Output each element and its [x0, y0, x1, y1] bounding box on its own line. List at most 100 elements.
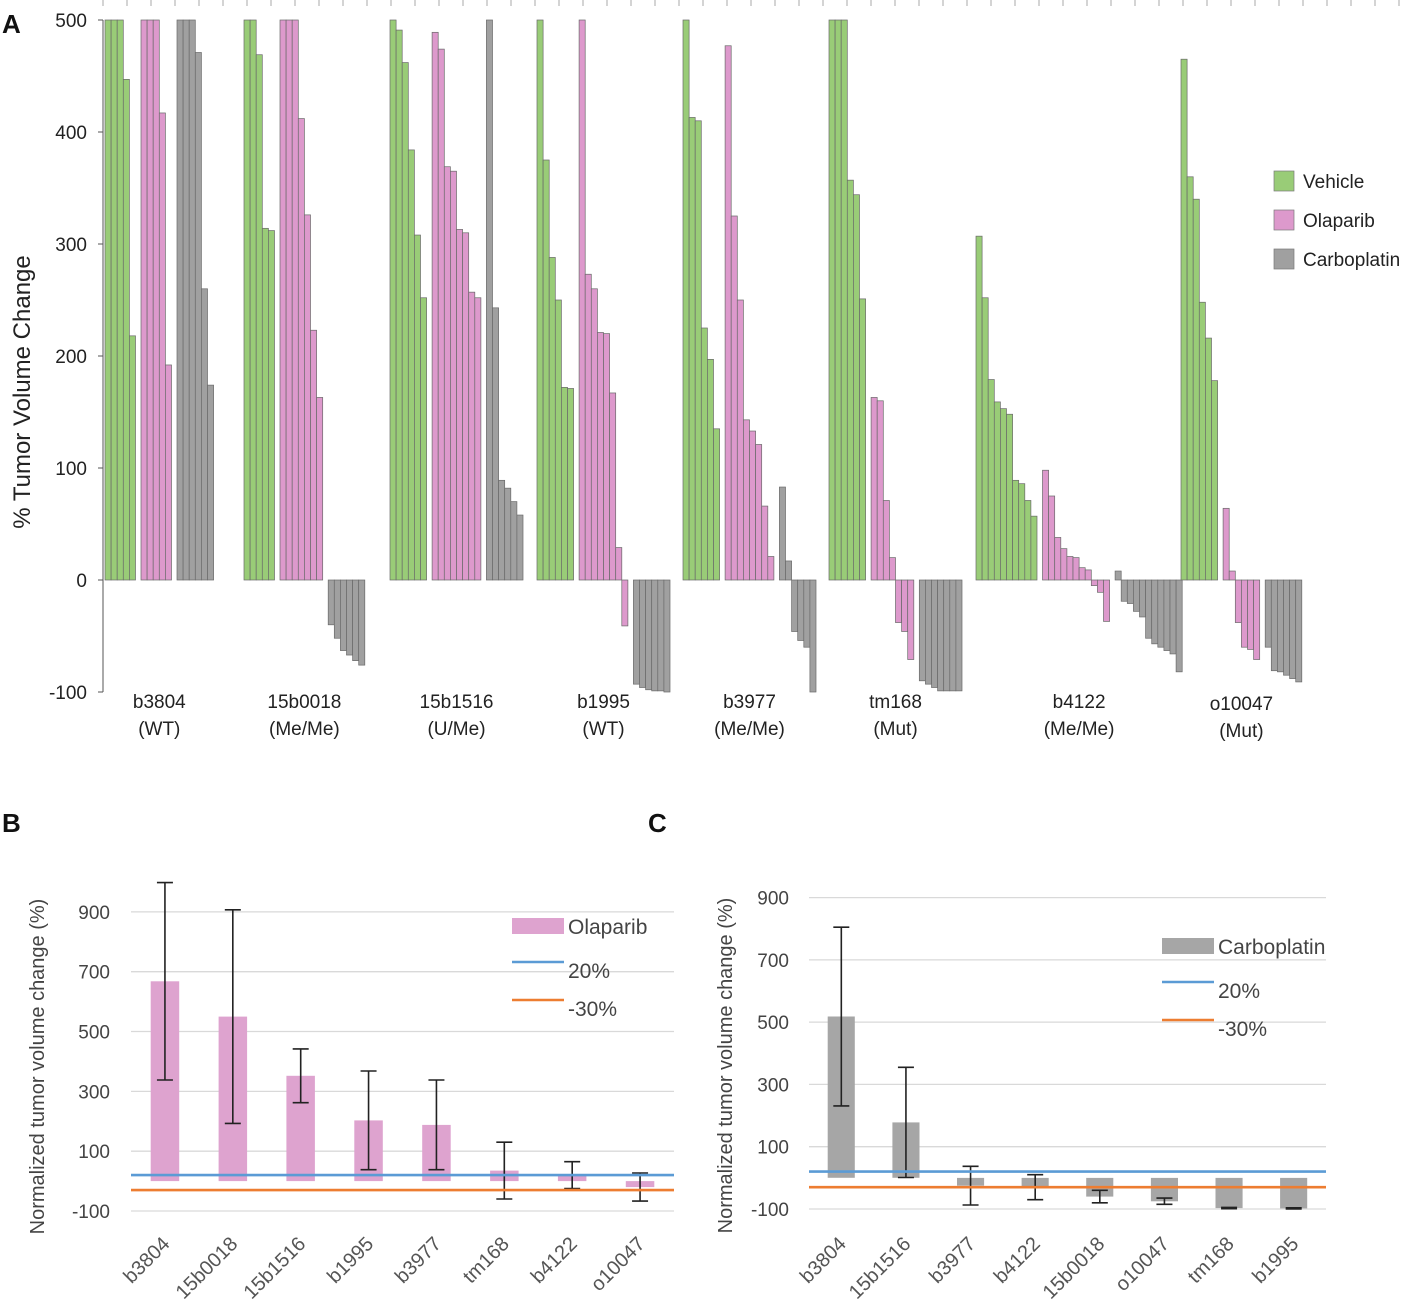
chart-a-group-label: b4122 [1053, 692, 1106, 713]
bar-b3804-vehicle-3 [116, 19, 124, 581]
chart-a-group-genotype: (WT) [582, 719, 624, 740]
bar-o10047-olaparib-5 [1247, 579, 1254, 650]
bar-b3977-olaparib-2 [730, 215, 738, 581]
bar-tm168-vehicle-3 [840, 19, 848, 581]
bar-tm168-carboplatin-7 [955, 579, 963, 692]
bar-b3977-carboplatin-3 [791, 579, 799, 632]
bar-b3977-carboplatin-1 [779, 486, 786, 581]
bar-15b0018-vehicle-5 [268, 230, 275, 581]
bar-b4122-vehicle-9 [1024, 500, 1032, 581]
legend-swatch-carboplatin [1162, 938, 1214, 954]
bar-b3804-carboplatin-6 [207, 384, 214, 581]
bar-tm168-olaparib-3 [882, 500, 890, 581]
chart-a-group-label: b3804 [133, 692, 186, 713]
bar-o10047-vehicle-1 [1180, 58, 1188, 581]
bar-o10047-olaparib-3 [1234, 579, 1242, 623]
x-tick-label-b3977: b3977 [925, 1233, 980, 1288]
bar-b4122-vehicle-4 [993, 401, 1001, 581]
x-tick-label-15b1516: 15b1516 [845, 1233, 916, 1302]
bar-b3804-vehicle-5 [129, 335, 136, 581]
chart-a-group-label: tm168 [869, 692, 922, 713]
bar-15b0018-carboplatin-4 [346, 579, 353, 656]
legend-label-olaparib: Olaparib [1303, 211, 1375, 232]
chart-a-group-label: o10047 [1210, 694, 1273, 715]
bar-tm168-vehicle-5 [853, 194, 860, 581]
bar-15b0018-carboplatin-6 [358, 579, 366, 666]
x-tick-label-15b0018: 15b0018 [1039, 1233, 1110, 1302]
bar-b3804-olaparib-1 [140, 19, 148, 581]
bar-15b1516-vehicle-2 [395, 29, 403, 581]
bar-b3977-vehicle-2 [688, 117, 696, 581]
x-tick-label-tm168: tm168 [1184, 1233, 1239, 1288]
bar-b4122-olaparib-5 [1066, 556, 1074, 581]
bar-b3977-carboplatin-5 [803, 579, 811, 648]
bar-b4122-carboplatin-6 [1145, 579, 1153, 639]
bar-15b1516-olaparib-4 [450, 170, 457, 581]
chart-a-group-label: b1995 [577, 692, 630, 713]
bar-15b0018-olaparib-3 [291, 19, 299, 581]
chart-a-y-tick-label: 100 [55, 459, 87, 480]
x-tick-label-o10047: o10047 [587, 1233, 650, 1296]
chart-c-y-axis-title: Normalized tumor volume change (%) [715, 898, 737, 1234]
chart-b-y-axis-title: Normalized tumor volume change (%) [27, 899, 49, 1235]
bar-o10047-olaparib-6 [1253, 579, 1261, 660]
bar-b3977-vehicle-4 [700, 327, 708, 581]
chart-b-y-tick-label: 700 [78, 963, 110, 984]
bar-o10047-vehicle-4 [1198, 301, 1206, 581]
bar-o10047-vehicle-3 [1192, 198, 1200, 581]
bar-b1995-carboplatin-1 [633, 579, 640, 685]
bar-15b0018-olaparib-4 [297, 118, 305, 581]
bar-15b1516-vehicle-4 [407, 149, 415, 581]
bar-b1995-carboplatin-2 [639, 579, 646, 688]
bar-b3804-carboplatin-5 [201, 288, 208, 581]
bar-15b0018-vehicle-1 [243, 19, 251, 581]
bar-b3804-carboplatin-4 [194, 52, 202, 581]
x-tick-label-b1995: b1995 [1248, 1233, 1303, 1288]
bar-b4122-olaparib-8 [1084, 569, 1092, 581]
bar-15b1516-vehicle-5 [414, 234, 421, 581]
bar-o10047 [1150, 1177, 1178, 1202]
chart-a-group-genotype: (WT) [138, 719, 180, 740]
legend-label-vehicle: Vehicle [1303, 172, 1364, 193]
bar-b4122-olaparib-7 [1078, 567, 1086, 581]
bar-b1995-carboplatin-4 [651, 579, 659, 692]
bar-15b1516-olaparib-6 [462, 232, 470, 581]
bar-b3977-olaparib-7 [761, 505, 769, 581]
bar-b4122-olaparib-1 [1042, 469, 1049, 581]
bar-tm168-olaparib-2 [876, 400, 884, 581]
chart-c-y-tick-label: 300 [757, 1075, 789, 1096]
bar-b1995-carboplatin-3 [645, 579, 653, 691]
legend-label-20: 20% [1218, 980, 1260, 1003]
bar-b3804-olaparib-5 [165, 364, 172, 581]
bar-15b1516-carboplatin-4 [504, 487, 512, 581]
bar-b4122-olaparib-4 [1060, 548, 1068, 581]
bar-b1995-vehicle-4 [554, 299, 562, 581]
legend-label-olaparib: Olaparib [568, 916, 647, 939]
bar-b4122-vehicle-7 [1012, 479, 1020, 581]
legend-label-carboplatin: Carboplatin [1303, 250, 1400, 271]
bar-15b1516-vehicle-6 [420, 297, 427, 581]
panel-label-a: A [2, 9, 21, 39]
bar-b1995-vehicle-3 [548, 257, 556, 581]
bar-tm168-olaparib-6 [901, 579, 909, 632]
bar-o10047-carboplatin-5 [1289, 579, 1297, 679]
bar-15b0018-carboplatin-5 [352, 579, 360, 661]
chart-a-group-genotype: (U/Me) [427, 719, 485, 740]
bar-b3804-vehicle-2 [110, 19, 118, 581]
legend-label-30: -30% [568, 998, 617, 1021]
bar-o10047-vehicle-2 [1186, 176, 1194, 581]
x-tick-label-b4122: b4122 [527, 1233, 582, 1288]
chart-a-group-genotype: (Me/Me) [1044, 719, 1115, 740]
bar-b3977-carboplatin-6 [809, 579, 817, 693]
chart-a: -100 0 100 200 300 400 500 % Tumor Volume Chan… [9, 0, 1400, 742]
bar-15b0018-olaparib-6 [310, 329, 317, 581]
bar-15b1516-carboplatin-3 [498, 479, 506, 581]
bar-b1995-carboplatin-6 [663, 579, 671, 693]
bar-o10047-carboplatin-3 [1277, 579, 1284, 673]
bar-15b1516-vehicle-1 [389, 19, 397, 581]
chart-c-y-tick-label: 100 [757, 1138, 789, 1159]
chart-c-y-tick-label: -100 [751, 1200, 789, 1221]
bar-15b0018-carboplatin-3 [340, 579, 347, 651]
bar-tm168-carboplatin-2 [925, 579, 932, 685]
x-tick-label-15b1516: 15b1516 [240, 1233, 311, 1302]
